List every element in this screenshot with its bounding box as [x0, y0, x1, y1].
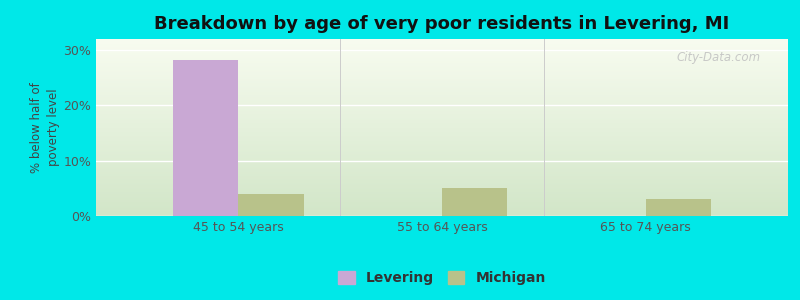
Text: City-Data.com: City-Data.com	[676, 51, 760, 64]
Title: Breakdown by age of very poor residents in Levering, MI: Breakdown by age of very poor residents …	[154, 15, 730, 33]
Bar	[442, 188, 507, 216]
Y-axis label: % below half of
poverty level: % below half of poverty level	[30, 82, 61, 173]
Bar	[646, 200, 710, 216]
Bar	[174, 60, 238, 216]
Bar	[238, 194, 303, 216]
Legend: Levering, Michigan: Levering, Michigan	[333, 265, 551, 290]
